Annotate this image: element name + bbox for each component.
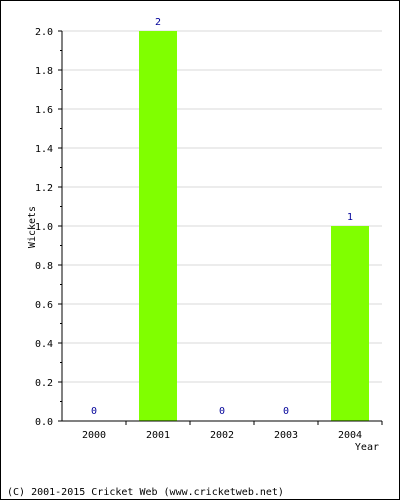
bar-value-label: 1 [347, 212, 353, 223]
x-tick-label: 2000 [82, 430, 106, 441]
y-tick-label: 0.0 [35, 417, 53, 428]
y-tick-label: 1.8 [35, 66, 53, 77]
copyright-footer: (C) 2001-2015 Cricket Web (www.cricketwe… [7, 487, 284, 498]
y-tick-label: 0.4 [35, 339, 53, 350]
bar-value-label: 0 [219, 406, 225, 417]
y-tick-label: 1.6 [35, 105, 53, 116]
bar [331, 226, 369, 421]
value-labels: 0 2 0 0 1 [91, 17, 353, 417]
y-ticks: 0.0 0.2 0.4 0.6 0.8 1.0 1.2 1.4 1.6 1.8 2.0 [35, 27, 62, 428]
y-tick-label: 1.4 [35, 144, 53, 155]
bars [139, 31, 369, 421]
y-tick-label: 0.6 [35, 300, 53, 311]
x-tick-label: 2004 [338, 430, 362, 441]
y-tick-label: 0.2 [35, 378, 53, 389]
x-tick-label: 2001 [146, 430, 170, 441]
y-tick-label: 0.8 [35, 261, 53, 272]
x-tick-label: 2002 [210, 430, 234, 441]
bar-value-label: 0 [283, 406, 289, 417]
x-ticks: 2000 2001 2002 2003 2004 [82, 421, 383, 441]
y-tick-label: 1.0 [35, 222, 53, 233]
bar-value-label: 0 [91, 406, 97, 417]
x-axis-label: Year [355, 442, 379, 453]
bar-value-label: 2 [155, 17, 161, 28]
y-tick-label: 2.0 [35, 27, 53, 38]
bar [139, 31, 177, 421]
y-axis-label: Wickets [27, 206, 38, 248]
gridlines [62, 30, 382, 383]
x-tick-label: 2003 [274, 430, 298, 441]
y-tick-label: 1.2 [35, 183, 53, 194]
